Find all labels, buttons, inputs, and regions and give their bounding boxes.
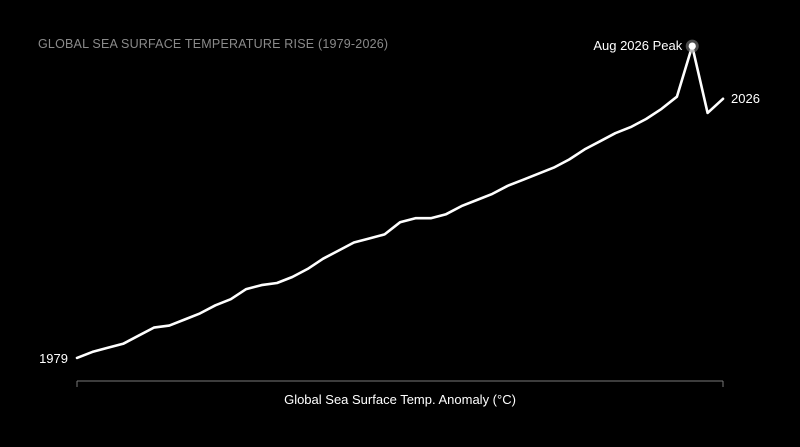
- start-label: 1979: [39, 351, 68, 366]
- end-label: 2026: [731, 91, 760, 106]
- peak-label: Aug 2026 Peak: [593, 38, 682, 53]
- peak-marker: [688, 42, 696, 50]
- chart-title: GLOBAL SEA SURFACE TEMPERATURE RISE (197…: [38, 37, 389, 51]
- x-axis-label: Global Sea Surface Temp. Anomaly (°C): [284, 392, 516, 407]
- series-line: [75, 44, 725, 360]
